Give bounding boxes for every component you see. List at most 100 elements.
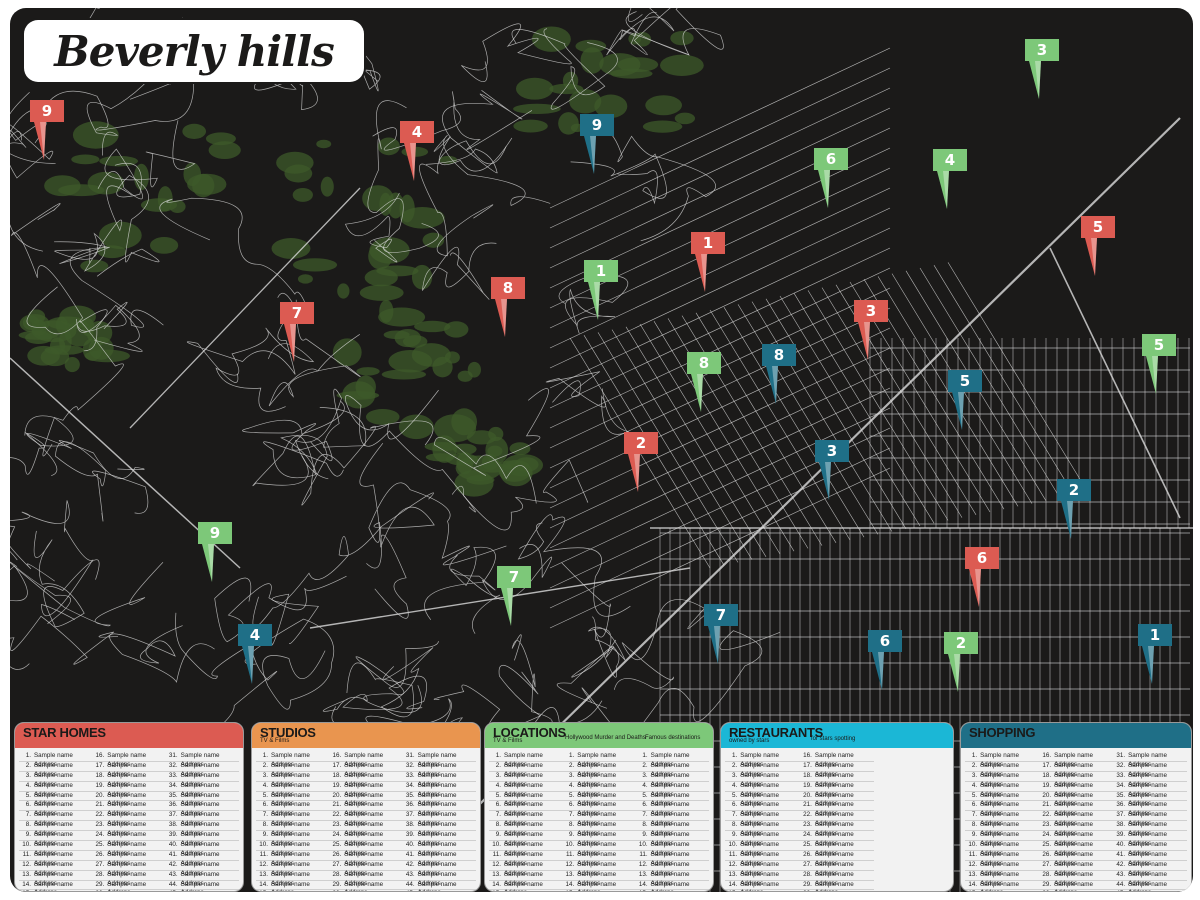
legend-entry[interactable]: 17. Sample name Address bbox=[1039, 762, 1113, 778]
legend-entry[interactable]: 23. Sample name Address bbox=[92, 821, 166, 837]
legend-entry[interactable]: 36. Sample name Address bbox=[165, 801, 239, 817]
legend-entry[interactable]: 45.Sample name Address bbox=[1113, 890, 1187, 891]
map-marker-locations-4[interactable]: 4 bbox=[933, 149, 967, 219]
legend-entry[interactable]: 15.Sample name Address bbox=[256, 890, 329, 891]
legend-entry[interactable]: 1. Sample name Address bbox=[19, 752, 93, 768]
legend-entry[interactable]: 2. Sample name Address bbox=[725, 762, 800, 778]
map-marker-star-homes-2[interactable]: 2 bbox=[624, 432, 658, 502]
legend-entry[interactable]: 35. Sample name Address bbox=[402, 792, 476, 807]
legend-entry[interactable]: 2. Sample name Address bbox=[489, 762, 563, 778]
map-marker-star-homes-5[interactable]: 5 bbox=[1081, 216, 1115, 286]
map-marker-star-homes-6[interactable]: 6 bbox=[965, 547, 999, 617]
legend-entry[interactable]: 11. Sample name Address bbox=[489, 851, 563, 867]
legend-entry[interactable]: 1. Sample name Address bbox=[725, 752, 800, 768]
legend-entry[interactable]: 31. Sample name Address bbox=[402, 752, 476, 768]
legend-entry[interactable]: 4. Sample name Address bbox=[19, 782, 93, 798]
legend-entry[interactable]: 18. Sample name Address bbox=[92, 772, 166, 788]
legend-entry[interactable]: 4. Sample name Address bbox=[965, 782, 1039, 798]
legend-entry[interactable]: 10. Sample name Address bbox=[965, 841, 1039, 857]
legend-entry[interactable]: 23. Sample name Address bbox=[329, 821, 403, 837]
map-marker-shopping-6[interactable]: 6 bbox=[868, 630, 902, 700]
legend-entry[interactable]: 3. Sample name Address bbox=[725, 772, 800, 788]
legend-entry[interactable]: 4. Sample name Address bbox=[635, 782, 709, 798]
legend-entry[interactable]: 3. Sample name Address bbox=[965, 772, 1039, 788]
legend-entry[interactable]: 2. Sample name Address bbox=[965, 762, 1039, 778]
map-marker-star-homes-7[interactable]: 7 bbox=[280, 302, 314, 372]
legend-entry[interactable]: 10. Sample name Address bbox=[19, 841, 93, 857]
legend-entry[interactable]: 11. Sample name Address bbox=[562, 851, 636, 867]
legend-entry[interactable]: 19. Sample name Address bbox=[329, 782, 403, 798]
legend-entry[interactable]: 29.Sample name Address bbox=[329, 881, 403, 891]
map-marker-shopping-8[interactable]: 8 bbox=[762, 344, 796, 414]
legend-entry[interactable]: 33. Sample name Address bbox=[165, 772, 239, 788]
map-marker-locations-8[interactable]: 8 bbox=[687, 352, 721, 422]
legend-entry[interactable]: 2. Sample name Address bbox=[635, 762, 709, 778]
legend-entry[interactable]: 19. Sample name Address bbox=[799, 782, 875, 798]
legend-entry[interactable]: 5. Sample name Address bbox=[19, 792, 93, 807]
legend-entry[interactable]: 9. Sample name Address bbox=[635, 831, 709, 847]
legend-entry[interactable]: 8. Sample name Address bbox=[635, 821, 709, 837]
legend-entry[interactable]: 1. Sample name Address bbox=[965, 752, 1039, 768]
legend-entry[interactable]: 19. Sample name Address bbox=[92, 782, 166, 798]
map-marker-shopping-7[interactable]: 7 bbox=[704, 604, 738, 674]
legend-entry[interactable]: 5. Sample name Address bbox=[725, 792, 800, 807]
map-marker-star-homes-8[interactable]: 8 bbox=[491, 277, 525, 347]
legend-entry[interactable]: 15.Sample name Address bbox=[19, 890, 92, 891]
legend-entry[interactable]: 20. Sample name Address bbox=[329, 792, 403, 807]
legend-entry[interactable]: 9. Sample name Address bbox=[19, 831, 93, 847]
legend-entry[interactable]: 8. Sample name Address bbox=[562, 821, 636, 837]
legend-entry[interactable]: 10. Sample name Address bbox=[562, 841, 636, 857]
legend-entry[interactable]: 37. Sample name Address bbox=[165, 811, 239, 827]
legend-entry[interactable]: 7. Sample name Address bbox=[965, 811, 1039, 827]
legend-entry[interactable]: 8. Sample name Address bbox=[19, 821, 93, 837]
legend-entry[interactable]: 45.Sample name Address bbox=[403, 890, 476, 891]
legend-entry[interactable]: 26. Sample name Address bbox=[329, 851, 403, 867]
legend-entry[interactable]: 34. Sample name Address bbox=[165, 782, 239, 798]
legend-entry[interactable]: 42. Sample name Address bbox=[402, 861, 476, 877]
legend-entry[interactable]: 37. Sample name Address bbox=[402, 811, 476, 827]
map-marker-shopping-9[interactable]: 9 bbox=[580, 114, 614, 184]
legend-entry[interactable]: 6. Sample name Address bbox=[19, 801, 93, 817]
legend-entry[interactable]: 15.Sample name Address bbox=[562, 890, 635, 891]
legend-entry[interactable]: 10. Sample name Address bbox=[256, 841, 330, 857]
legend-entry[interactable]: 15.Sample name Address bbox=[489, 890, 562, 891]
legend-entry[interactable]: 21. Sample name Address bbox=[799, 801, 875, 817]
legend-entry[interactable]: 39. Sample name Address bbox=[165, 831, 239, 847]
legend-entry[interactable]: 20. Sample name Address bbox=[1039, 792, 1113, 807]
legend-entry[interactable]: 19. Sample name Address bbox=[1039, 782, 1113, 798]
legend-entry[interactable]: 45.Sample name Address bbox=[166, 890, 239, 891]
legend-entry[interactable]: 31. Sample name Address bbox=[1113, 752, 1187, 768]
legend-entry[interactable]: 8. Sample name Address bbox=[489, 821, 563, 837]
legend-entry[interactable]: 11. Sample name Address bbox=[635, 851, 709, 867]
legend-entry[interactable]: 26. Sample name Address bbox=[799, 851, 875, 867]
legend-entry[interactable]: 5. Sample name Address bbox=[489, 792, 563, 807]
legend-entry[interactable]: 35. Sample name Address bbox=[165, 792, 239, 807]
legend-entry[interactable]: 14.Sample name Address bbox=[489, 881, 563, 891]
legend-entry[interactable]: 17. Sample name Address bbox=[799, 762, 875, 778]
legend-entry[interactable]: 13. Sample name Address bbox=[725, 871, 800, 887]
legend-entry[interactable]: 6. Sample name Address bbox=[562, 801, 636, 817]
legend-entry[interactable]: 4. Sample name Address bbox=[489, 782, 563, 798]
legend-entry[interactable]: 24. Sample name Address bbox=[92, 831, 166, 847]
map-marker-star-homes-4[interactable]: 4 bbox=[400, 121, 434, 191]
legend-entry[interactable]: 17. Sample name Address bbox=[329, 762, 403, 778]
legend-entry[interactable]: 14.Sample name Address bbox=[635, 881, 709, 891]
map-marker-locations-9[interactable]: 9 bbox=[198, 522, 232, 592]
legend-entry[interactable]: 16. Sample name Address bbox=[1039, 752, 1113, 768]
legend-entry[interactable]: 33. Sample name Address bbox=[1113, 772, 1187, 788]
legend-entry[interactable]: 35. Sample name Address bbox=[1113, 792, 1187, 807]
legend-entry[interactable]: 13. Sample name Address bbox=[256, 871, 330, 887]
legend-entry[interactable]: 39. Sample name Address bbox=[402, 831, 476, 847]
legend-entry[interactable]: 32. Sample name Address bbox=[165, 762, 239, 778]
legend-entry[interactable]: 14.Sample name Address bbox=[725, 881, 800, 891]
legend-entry[interactable]: 6. Sample name Address bbox=[965, 801, 1039, 817]
legend-entry[interactable]: 21. Sample name Address bbox=[92, 801, 166, 817]
map-marker-star-homes-9[interactable]: 9 bbox=[30, 100, 64, 170]
legend-entry[interactable]: 12. Sample name Address bbox=[725, 861, 800, 877]
legend-entry[interactable]: 11. Sample name Address bbox=[965, 851, 1039, 867]
legend-entry[interactable]: 2. Sample name Address bbox=[562, 762, 636, 778]
map-marker-shopping-5[interactable]: 5 bbox=[948, 370, 982, 440]
legend-entry[interactable]: 10. Sample name Address bbox=[489, 841, 563, 857]
legend-entry[interactable]: 4. Sample name Address bbox=[256, 782, 330, 798]
legend-entry[interactable]: 1. Sample name Address bbox=[635, 752, 709, 768]
